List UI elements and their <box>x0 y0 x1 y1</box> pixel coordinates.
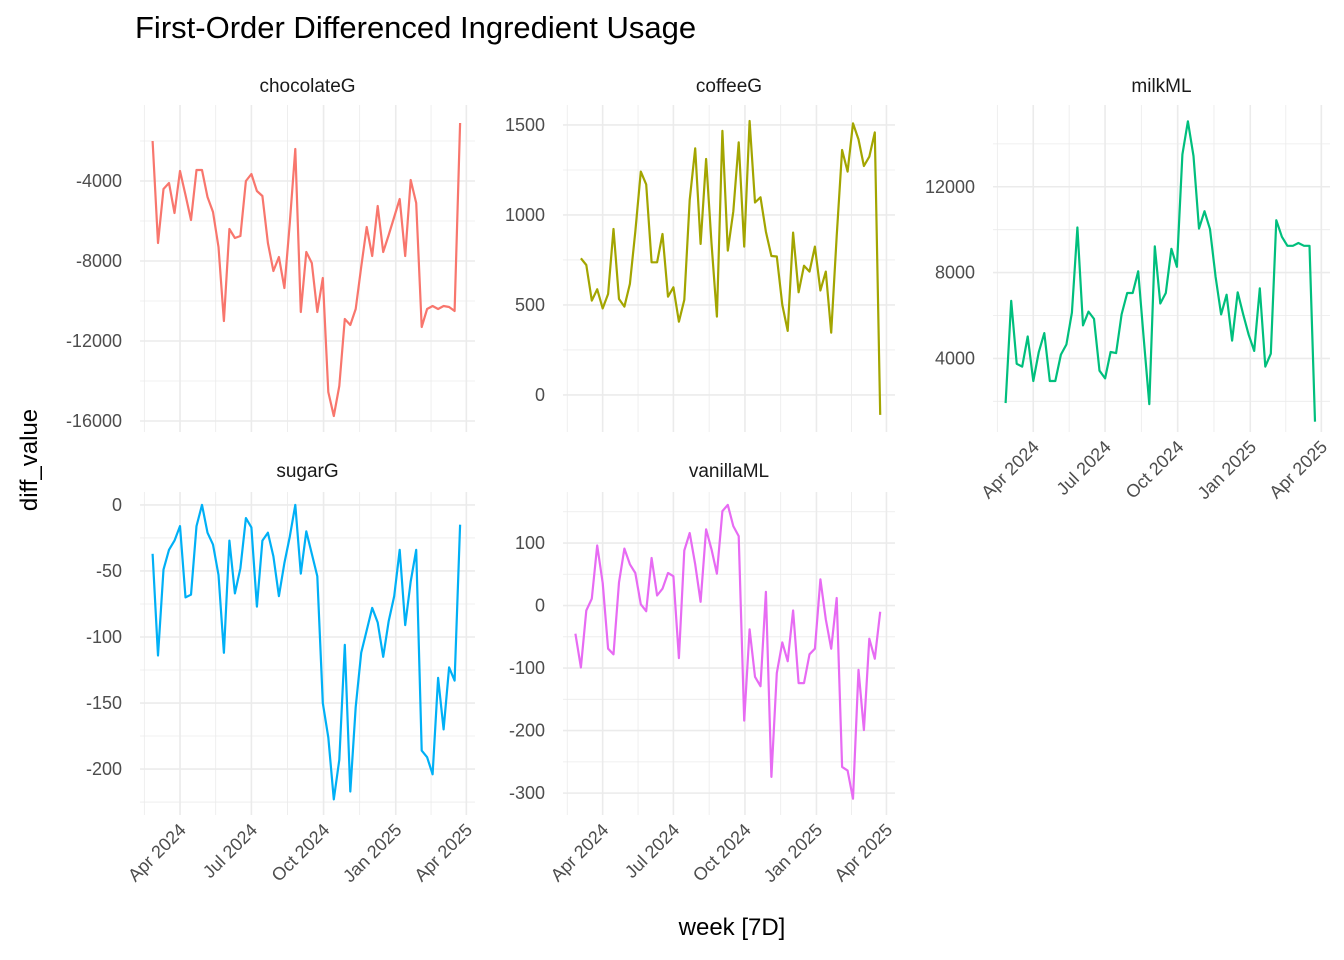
x-tick-label: Apr 2024 <box>124 820 190 886</box>
series-line-chocolateG <box>151 122 462 418</box>
chart-title: First-Order Differenced Ingredient Usage <box>135 10 697 45</box>
facet-strip-label: vanillaML <box>689 461 769 482</box>
facet-strip-label: sugarG <box>276 461 338 482</box>
y-tick-label: -100 <box>86 627 122 647</box>
y-tick-label: -100 <box>509 658 545 678</box>
x-axis-label: week [7D] <box>678 914 786 941</box>
y-tick-label: 8000 <box>935 263 975 283</box>
y-tick-label: 1500 <box>505 115 545 135</box>
series-line-coffeeG <box>580 119 882 415</box>
x-tick-label: Oct 2024 <box>1122 437 1188 503</box>
y-tick-label: 4000 <box>935 348 975 368</box>
y-tick-label: 0 <box>535 385 545 405</box>
series-line-milkML <box>1004 120 1317 422</box>
y-tick-label: -50 <box>96 561 122 581</box>
y-tick-label: 12000 <box>925 177 975 197</box>
x-tick-label: Apr 2024 <box>547 820 613 886</box>
facet-strip-label: coffeeG <box>696 76 762 97</box>
y-tick-label: 500 <box>515 295 545 315</box>
series-line-vanillaML <box>574 503 882 800</box>
y-tick-label: 0 <box>112 495 122 515</box>
y-tick-label: -150 <box>86 693 122 713</box>
x-tick-label: Jul 2024 <box>199 820 261 882</box>
x-tick-label: Jan 2025 <box>760 820 827 887</box>
x-tick-label: Apr 2025 <box>1265 437 1331 503</box>
y-tick-label: -4000 <box>76 171 122 191</box>
y-tick-label: -16000 <box>66 411 122 431</box>
x-tick-label: Apr 2024 <box>977 437 1043 503</box>
x-tick-label: Apr 2025 <box>830 820 896 886</box>
y-tick-label: 100 <box>515 533 545 553</box>
x-tick-label: Jul 2024 <box>621 820 683 882</box>
y-tick-label: -12000 <box>66 331 122 351</box>
y-tick-label: 0 <box>535 596 545 616</box>
y-tick-label: -200 <box>509 721 545 741</box>
facet-strip-label: chocolateG <box>259 76 355 97</box>
y-tick-label: -200 <box>86 759 122 779</box>
x-tick-label: Oct 2024 <box>268 820 334 886</box>
x-tick-label: Apr 2025 <box>410 820 476 886</box>
y-tick-label: 1000 <box>505 205 545 225</box>
y-tick-label: -300 <box>509 783 545 803</box>
facet-strip-label: milkML <box>1131 76 1191 97</box>
y-tick-label: -8000 <box>76 251 122 271</box>
x-tick-label: Jan 2025 <box>1194 437 1261 504</box>
series-line-sugarG <box>151 503 462 801</box>
x-tick-label: Jul 2024 <box>1053 437 1115 499</box>
x-tick-label: Jan 2025 <box>339 820 406 887</box>
x-tick-label: Oct 2024 <box>689 820 755 886</box>
